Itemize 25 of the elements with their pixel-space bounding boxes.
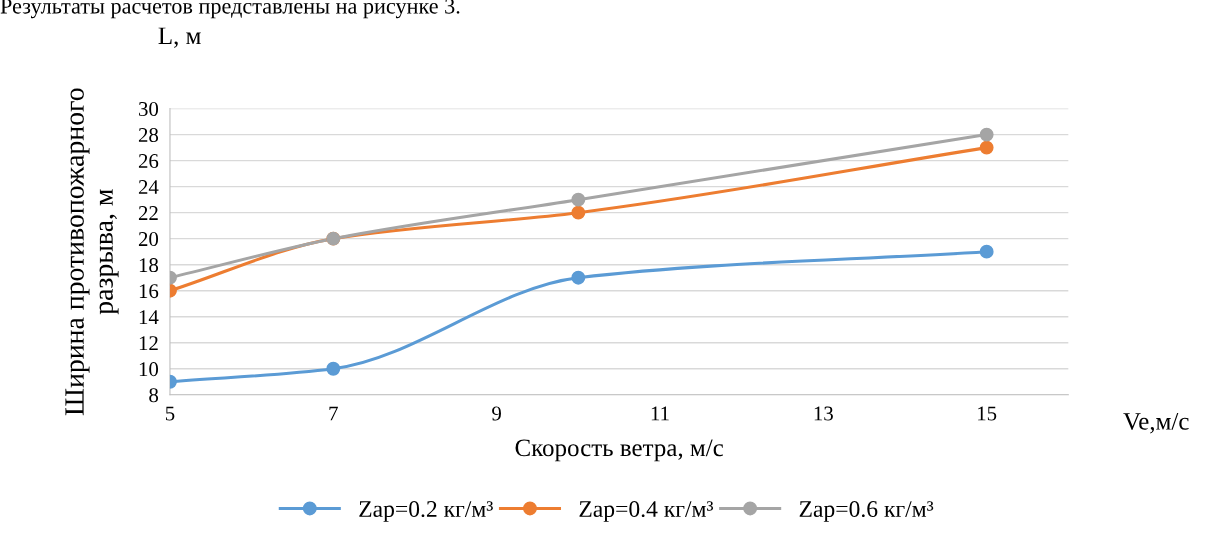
- y-tick-label: 12: [139, 336, 158, 350]
- y-tick-label: 20: [138, 232, 159, 247]
- x-tick-label: 7: [329, 406, 338, 421]
- y-tick-label: 14: [139, 310, 159, 324]
- x-tick-label: 5: [165, 406, 175, 421]
- y-tick-label: 26: [138, 154, 159, 169]
- y-tick-label: 16: [139, 284, 159, 299]
- x-tick-label: 15: [978, 406, 997, 421]
- legend-label: Zap=0.4 кг/м³: [579, 501, 714, 522]
- y-tick-label: 10: [139, 362, 159, 377]
- x-tick-label: 11: [651, 406, 669, 421]
- y-tick-label: 30: [139, 101, 159, 117]
- x-tick-label: 13: [814, 406, 833, 421]
- x-tick-label: 9: [492, 406, 501, 421]
- text: L, м: [158, 27, 201, 48]
- y-tick-label: 18: [139, 258, 159, 273]
- y-tick-label: 8: [149, 388, 159, 403]
- y-tick-label: 28: [138, 127, 159, 143]
- x-axis-title: Скорость ветра, м/с: [515, 439, 724, 462]
- y-tick-label: 22: [138, 206, 158, 220]
- legend-label: Zap=0.6 кг/м³: [799, 501, 934, 522]
- y-axis-title: Ширина противопожарного разрыва, м: [65, 88, 119, 416]
- y-tick-label: 24: [138, 180, 159, 194]
- legend-label: Zap=0.2 кг/м³: [359, 501, 493, 522]
- text: Ve,м/с: [1123, 413, 1189, 434]
